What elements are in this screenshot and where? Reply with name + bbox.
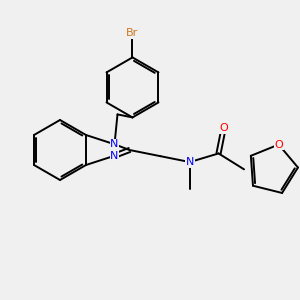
Text: O: O [274,140,283,149]
Text: N: N [110,139,119,149]
Text: N: N [110,151,119,161]
Text: O: O [219,123,228,134]
Text: N: N [186,157,194,167]
Text: Br: Br [126,28,139,38]
